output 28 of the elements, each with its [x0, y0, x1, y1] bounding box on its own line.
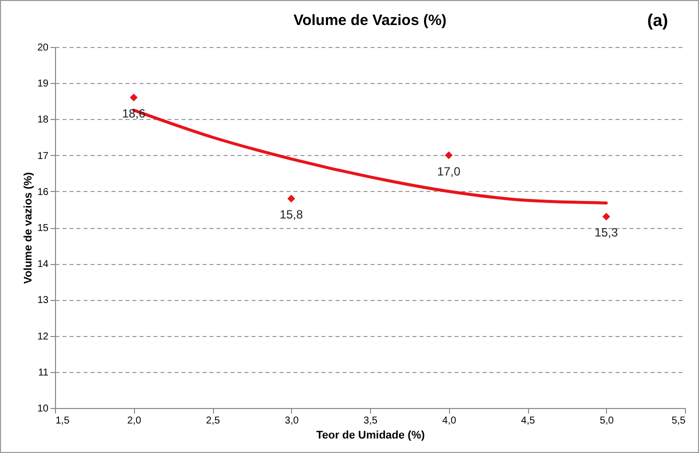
y-tick-label: 17	[37, 150, 49, 162]
data-label: 15,8	[280, 208, 304, 222]
x-tick-label: 1,5	[56, 416, 70, 426]
y-tick-label: 15	[37, 223, 49, 234]
data-label: 17,0	[437, 164, 461, 178]
y-tick-label: 14	[37, 259, 49, 270]
x-tick-label: 3,0	[284, 416, 300, 426]
y-tick-label: 16	[37, 186, 49, 198]
x-tick-label: 4,0	[442, 416, 457, 426]
y-tick-label: 20	[37, 42, 49, 54]
x-axis-title: Teor de Umidade (%)	[316, 430, 426, 442]
x-tick-label: 5,5	[672, 416, 686, 426]
x-tick-label: 2,5	[206, 416, 220, 426]
y-tick-label: 11	[38, 367, 49, 378]
x-tick-label: 5,0	[600, 416, 614, 426]
x-tick-label: 4,5	[521, 416, 536, 426]
x-tick-label: 3,5	[364, 416, 378, 426]
chart-title: Volume de Vazios (%)	[293, 12, 447, 29]
data-label: 18,6	[122, 106, 146, 121]
x-tick-label: 2,0	[127, 416, 142, 426]
text: (a)	[647, 11, 668, 31]
y-tick-label: 10	[37, 404, 49, 414]
y-tick-label: 13	[37, 295, 49, 306]
y-tick-label: 19	[37, 78, 49, 90]
data-label: 15,3	[594, 226, 618, 240]
y-tick-label: 12	[37, 331, 49, 342]
y-tick-label: 18	[37, 114, 49, 126]
y-axis-title: Volume de vazios (%)	[22, 172, 34, 284]
